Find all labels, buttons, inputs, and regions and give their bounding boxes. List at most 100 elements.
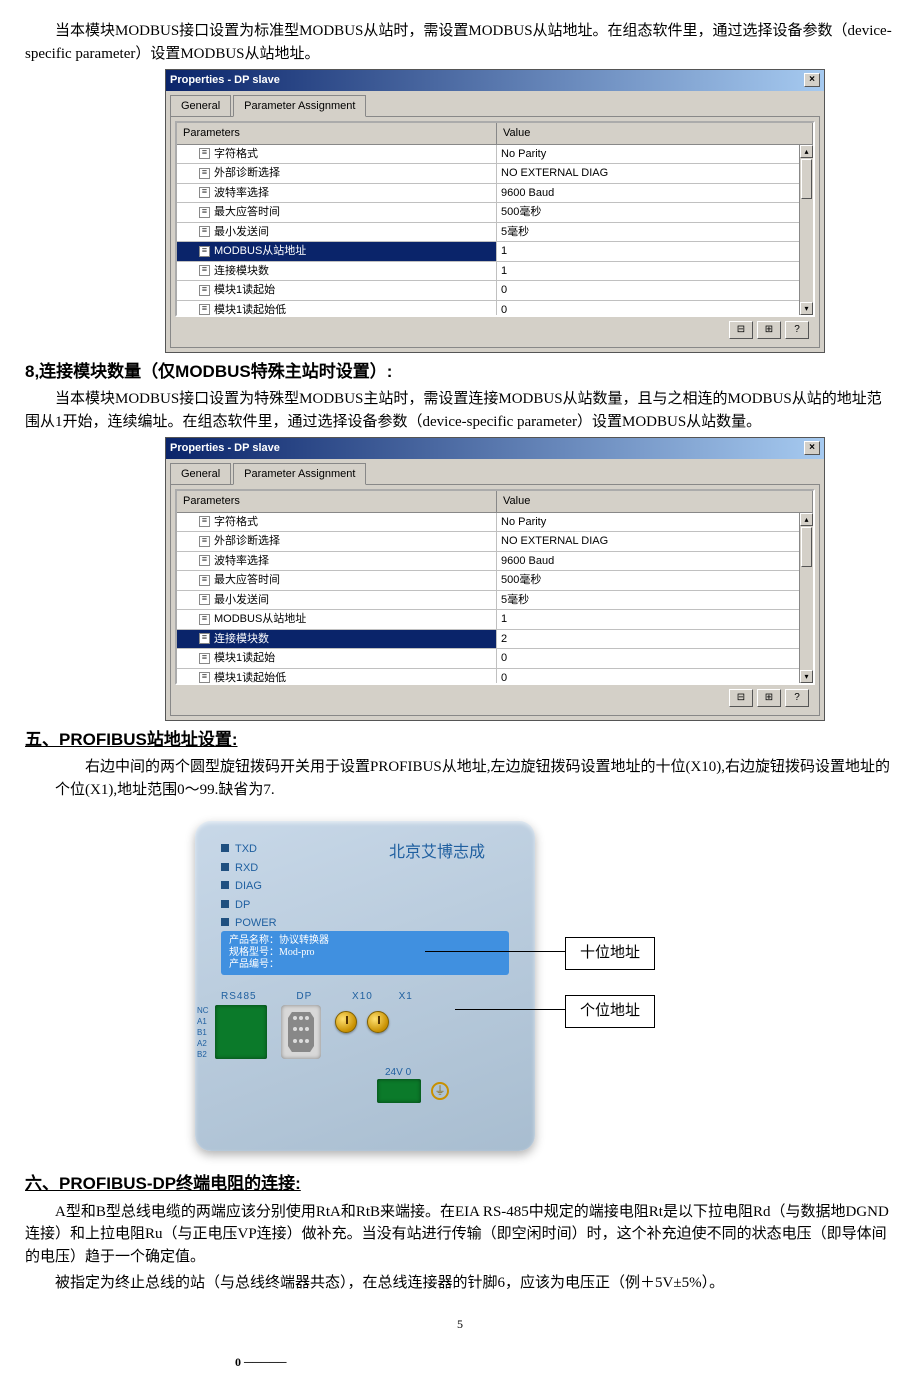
table-row[interactable]: ≡波特率选择9600 Baud xyxy=(177,552,813,572)
table-row[interactable]: ≡外部诊断选择NO EXTERNAL DIAG xyxy=(177,164,813,184)
table-row[interactable]: ≡外部诊断选择NO EXTERNAL DIAG xyxy=(177,532,813,552)
collapse-icon[interactable]: ⊟ xyxy=(729,689,753,707)
scroll-thumb[interactable] xyxy=(801,527,812,567)
table-row[interactable]: ≡连接模块数1 xyxy=(177,262,813,282)
dialog-title-text: Properties - DP slave xyxy=(170,440,280,457)
tree-item-icon: ≡ xyxy=(199,168,210,179)
scrollbar[interactable]: ▴ ▾ xyxy=(799,145,813,315)
connector-labels: RS485 DP X10 X1 xyxy=(221,989,413,1004)
param-name: ≡连接模块数 xyxy=(177,630,497,649)
param-name: ≡连接模块数 xyxy=(177,262,497,281)
param-value[interactable]: 500毫秒 xyxy=(497,571,813,590)
param-value[interactable]: NO EXTERNAL DIAG xyxy=(497,532,813,551)
param-value[interactable]: 500毫秒 xyxy=(497,203,813,222)
param-value[interactable]: 0 xyxy=(497,281,813,300)
dialog-titlebar: Properties - DP slave × xyxy=(166,70,824,91)
table-row[interactable]: ≡字符格式No Parity xyxy=(177,513,813,533)
close-icon[interactable]: × xyxy=(804,441,820,455)
col-value: Value xyxy=(497,123,813,144)
scroll-up-icon[interactable]: ▴ xyxy=(800,145,813,158)
help-icon[interactable]: ? xyxy=(785,321,809,339)
info-line-1: 产品名称：协议转换器 xyxy=(229,935,501,947)
table-row[interactable]: ≡MODBUS从站地址1 xyxy=(177,242,813,262)
tree-item-icon: ≡ xyxy=(199,672,210,682)
param-name: ≡波特率选择 xyxy=(177,184,497,203)
dp-db9-connector xyxy=(281,1005,321,1059)
tree-item-icon: ≡ xyxy=(199,226,210,237)
table-row[interactable]: ≡模块1读起始0 xyxy=(177,649,813,669)
tab-general[interactable]: General xyxy=(170,95,231,117)
info-line-3: 产品编号： xyxy=(229,959,501,971)
param-value[interactable]: 0 xyxy=(497,301,813,315)
param-value[interactable]: 0 xyxy=(497,649,813,668)
tab-parameter-assignment[interactable]: Parameter Assignment xyxy=(233,95,366,118)
table-row[interactable]: ≡模块1读起始低0 xyxy=(177,301,813,315)
table-row[interactable]: ≡MODBUS从站地址1 xyxy=(177,610,813,630)
expand-icon[interactable]: ⊞ xyxy=(757,689,781,707)
param-name: ≡最大应答时间 xyxy=(177,203,497,222)
scroll-thumb[interactable] xyxy=(801,159,812,199)
param-value[interactable]: 1 xyxy=(497,262,813,281)
tree-item-icon: ≡ xyxy=(199,246,210,257)
param-value[interactable]: No Parity xyxy=(497,513,813,532)
param-value[interactable]: 5毫秒 xyxy=(497,223,813,242)
paragraph-terminator-1: A型和B型总线电缆的两端应该分别使用RtA和RtB来端接。在EIA RS-485… xyxy=(25,1201,895,1269)
param-value[interactable]: 5毫秒 xyxy=(497,591,813,610)
table-row[interactable]: ≡最小发送间5毫秒 xyxy=(177,223,813,243)
properties-dialog-1: Properties - DP slave × General Paramete… xyxy=(165,69,825,353)
lbl-x1: X1 xyxy=(399,991,413,1002)
table-row[interactable]: ≡最大应答时间500毫秒 xyxy=(177,571,813,591)
page-number: 5 xyxy=(25,1315,895,1333)
param-name: ≡字符格式 xyxy=(177,145,497,164)
footer-fragment: 0 ───── xyxy=(25,1353,895,1371)
table-row[interactable]: ≡最大应答时间500毫秒 xyxy=(177,203,813,223)
table-header: Parameters Value xyxy=(177,123,813,145)
param-value[interactable]: 1 xyxy=(497,242,813,261)
expand-icon[interactable]: ⊞ xyxy=(757,321,781,339)
rs485-pin-nc: NC xyxy=(197,1005,209,1016)
col-parameters: Parameters xyxy=(177,491,497,512)
tab-parameter-assignment[interactable]: Parameter Assignment xyxy=(233,463,366,486)
table-row[interactable]: ≡最小发送间5毫秒 xyxy=(177,591,813,611)
param-name: ≡模块1读起始 xyxy=(177,649,497,668)
paragraph-terminator-2: 被指定为终止总线的站（与总线终端器共态），在总线连接器的针脚6，应该为电压正（例… xyxy=(25,1272,895,1295)
table-row[interactable]: ≡波特率选择9600 Baud xyxy=(177,184,813,204)
param-value[interactable]: 9600 Baud xyxy=(497,552,813,571)
close-icon[interactable]: × xyxy=(804,73,820,87)
scrollbar[interactable]: ▴ ▾ xyxy=(799,513,813,683)
power-connector xyxy=(377,1079,421,1103)
param-name: ≡MODBUS从站地址 xyxy=(177,610,497,629)
param-value[interactable]: 1 xyxy=(497,610,813,629)
lbl-dp: DP xyxy=(296,991,312,1002)
param-name: ≡外部诊断选择 xyxy=(177,164,497,183)
collapse-icon[interactable]: ⊟ xyxy=(729,321,753,339)
device-module: TXDRXDDIAGDPPOWER 北京艾博志成 产品名称：协议转换器 规格型号… xyxy=(195,821,535,1151)
tab-general[interactable]: General xyxy=(170,463,231,485)
led-diag: DIAG xyxy=(221,878,277,895)
help-icon[interactable]: ? xyxy=(785,689,809,707)
table-row[interactable]: ≡模块1读起始0 xyxy=(177,281,813,301)
rotary-x10[interactable] xyxy=(335,1011,357,1033)
paragraph-modbus-master: 当本模块MODBUS接口设置为特殊型MODBUS主站时，需设置连接MODBUS从… xyxy=(25,388,895,433)
param-value[interactable]: No Parity xyxy=(497,145,813,164)
rotary-x1[interactable] xyxy=(367,1011,389,1033)
tree-item-icon: ≡ xyxy=(199,594,210,605)
param-name: ≡最小发送间 xyxy=(177,591,497,610)
table-row[interactable]: ≡字符格式No Parity xyxy=(177,145,813,165)
info-line-2: 规格型号：Mod-pro xyxy=(229,947,501,959)
param-value[interactable]: 2 xyxy=(497,630,813,649)
scroll-up-icon[interactable]: ▴ xyxy=(800,513,813,526)
col-parameters: Parameters xyxy=(177,123,497,144)
table-row[interactable]: ≡连接模块数2 xyxy=(177,630,813,650)
scroll-down-icon[interactable]: ▾ xyxy=(800,670,813,683)
rs485-pin-labels: NCA1B1A2B2 xyxy=(197,1005,209,1060)
dialog-body: Parameters Value ≡字符格式No Parity≡外部诊断选择NO… xyxy=(170,116,820,348)
callout-line-1 xyxy=(425,951,565,952)
table-row[interactable]: ≡模块1读起始低0 xyxy=(177,669,813,683)
param-name: ≡外部诊断选择 xyxy=(177,532,497,551)
param-value[interactable]: 0 xyxy=(497,669,813,683)
param-value[interactable]: 9600 Baud xyxy=(497,184,813,203)
parameter-table: Parameters Value ≡字符格式No Parity≡外部诊断选择NO… xyxy=(175,121,815,317)
param-value[interactable]: NO EXTERNAL DIAG xyxy=(497,164,813,183)
scroll-down-icon[interactable]: ▾ xyxy=(800,302,813,315)
